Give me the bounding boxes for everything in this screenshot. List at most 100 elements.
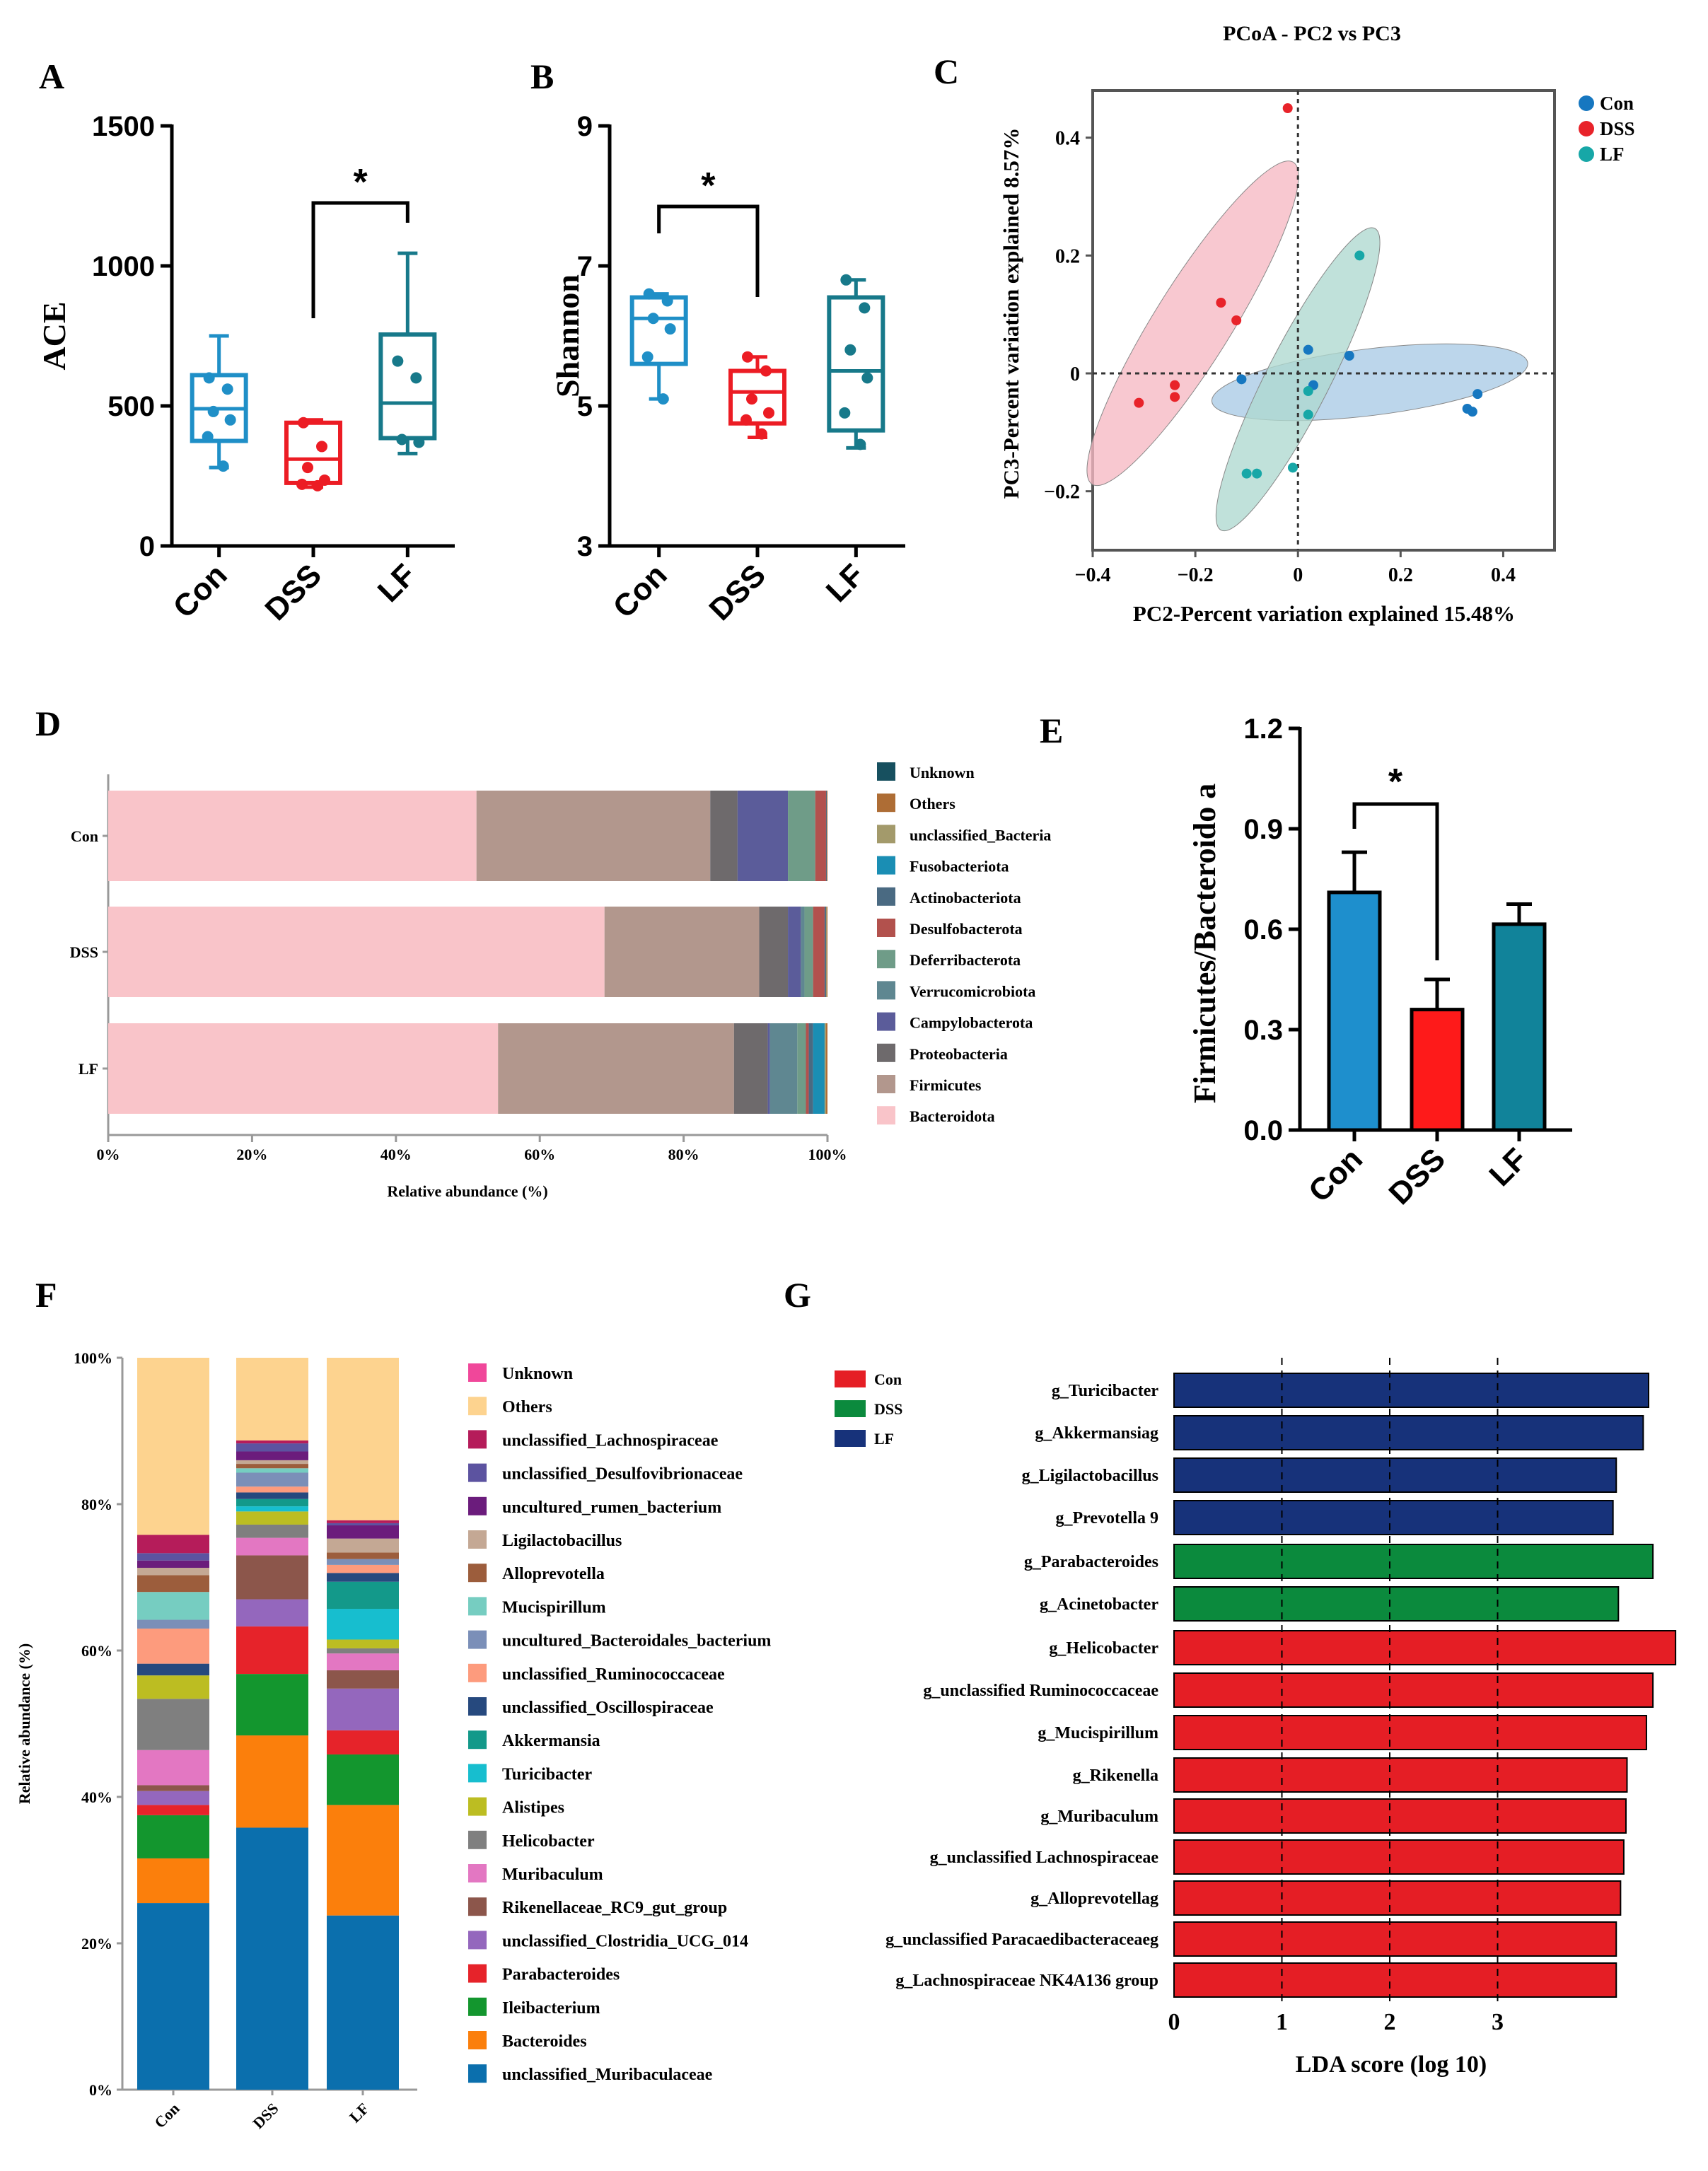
- legend-swatch-uncultured-bacteroidales-bacterium: [468, 1630, 487, 1649]
- legend-swatch-campylobacterota: [877, 1012, 895, 1031]
- segment-uncultured-bacteroidales-bacterium: [137, 1619, 209, 1629]
- x-tick-label: 2: [1384, 2009, 1396, 2035]
- lda-bar-g-rikenella: [1173, 1757, 1628, 1793]
- y-tick-label: 80%: [81, 1496, 112, 1513]
- lda-bar-g-prevotella-9: [1173, 1500, 1614, 1535]
- segment-actinobacteriota: [824, 907, 826, 997]
- legend-label-ligilactobacillus: Ligilactobacillus: [502, 1532, 622, 1550]
- legend-marker-dss: [1579, 121, 1594, 136]
- segment-firmicutes: [498, 1023, 734, 1114]
- legend-swatch-turicibacter: [468, 1764, 487, 1783]
- legend-label-others: Others: [502, 1398, 552, 1416]
- segment-unclassified-desulfovibrionaceae: [236, 1443, 308, 1452]
- legend-label-lf: LF: [1600, 144, 1625, 165]
- legend-swatch-unclassified-ruminococcaceae: [468, 1663, 487, 1682]
- legend-swatch-rikenellaceae-rc9-gut-group: [468, 1897, 487, 1916]
- lda-bar-label: g_Parabacteroides: [1024, 1553, 1158, 1571]
- x-tick-label: 0: [1293, 564, 1303, 586]
- segment-rikenellaceae-rc9-gut-group: [137, 1785, 209, 1791]
- segment-unclassified-oscillospiraceae: [137, 1663, 209, 1676]
- segment-verrucomicrobiota: [801, 907, 805, 997]
- legend-label-con: Con: [874, 1370, 902, 1388]
- segment-uncultured-rumen-bacterium: [327, 1525, 399, 1539]
- panel-f-genus-stacked-bar: 0% 20% 40% 60% 80% 100% Relative abundance (%)…: [16, 1349, 771, 2132]
- legend-label-alloprevotella: Alloprevotella: [502, 1565, 605, 1583]
- segment-mucispirillum: [236, 1468, 308, 1473]
- legend-swatch-parabacteroides: [468, 1964, 487, 1983]
- legend-label-others: Others: [910, 795, 955, 813]
- lda-bar-g-mucispirillum: [1173, 1715, 1647, 1750]
- y-tick-label: 500: [108, 391, 155, 422]
- legend-swatch-bacteroidota: [877, 1106, 895, 1125]
- legend-label-unknown: Unknown: [910, 764, 975, 781]
- legend-swatch-uncultured-rumen-bacterium: [468, 1496, 487, 1515]
- x-tick-label: 0.4: [1491, 564, 1516, 586]
- lda-bar-g-alloprevotellag: [1173, 1880, 1622, 1916]
- legend-label-bacteroides: Bacteroides: [502, 2032, 587, 2051]
- panel-c-pcoa-scatter: PCoA - PC2 vs PC3 −0.4 −0.2 0 0.2 0.4 −0.2 0 0.2…: [999, 22, 1635, 626]
- y-axis-label: PC3-Percent variation explained 8.57%: [999, 128, 1023, 499]
- y-tick-label: 0.4: [1055, 128, 1080, 150]
- y-tick-label: 0.2: [1055, 245, 1080, 267]
- lda-bar-label: g_unclassified Paracaedibacteraceaeg: [885, 1931, 1158, 1949]
- segment-unclassified-clostridia-ucg-014: [137, 1791, 209, 1805]
- legend-label-unclassified-lachnospiraceae: unclassified_Lachnospiraceae: [502, 1431, 719, 1450]
- data-point: [298, 417, 309, 429]
- legend-label-desulfobacterota: Desulfobacterota: [910, 920, 1023, 938]
- segment-unclassified-ruminococcaceae: [236, 1486, 308, 1493]
- legend-label-campylobacterota: Campylobacterota: [910, 1014, 1033, 1032]
- segment-actinobacteriota: [808, 1023, 813, 1114]
- category-label: LF: [79, 1060, 98, 1078]
- point-dss: [1282, 103, 1293, 113]
- data-point: [202, 431, 214, 443]
- y-tick-label: 5: [577, 391, 593, 422]
- point-dss: [1231, 315, 1242, 325]
- y-axis-label: Shannon: [550, 274, 586, 397]
- x-category-label: DSS: [1382, 1141, 1452, 1211]
- legend-label-fusobacteriota: Fusobacteriota: [910, 858, 1009, 875]
- point-con: [1236, 374, 1247, 385]
- segment-turicibacter: [236, 1506, 308, 1512]
- x-category-label: LF: [1482, 1141, 1534, 1193]
- legend-swatch-ileibacterium: [468, 1997, 487, 2016]
- segment-akkermansia: [327, 1581, 399, 1610]
- lda-bar-label: g_Acinetobacter: [1040, 1595, 1158, 1614]
- legend-label-mucispirillum: Mucispirillum: [502, 1598, 606, 1617]
- legend-swatch-mucispirillum: [468, 1597, 487, 1616]
- legend-label-lf: LF: [874, 1430, 894, 1448]
- significance-bracket: [657, 204, 760, 297]
- y-tick-label: −0.2: [1044, 482, 1080, 504]
- segment-others: [137, 1358, 209, 1535]
- bar-dss: [1410, 1008, 1465, 1132]
- y-tick-label: 0.9: [1243, 814, 1283, 845]
- panel-g-lefse-lda: Con DSS LF g_Turicibacter g_Akkermansiag g_Li…: [835, 1358, 1677, 2078]
- segment-alloprevotella: [137, 1575, 209, 1593]
- lda-bar-label: g_Turicibacter: [1052, 1382, 1158, 1400]
- segment-unclassified-muribaculaceae: [327, 1915, 399, 2090]
- segment-rikenellaceae-rc9-gut-group: [236, 1555, 308, 1600]
- segment-turicibacter: [327, 1609, 399, 1640]
- segment-fusobacteriota: [813, 1023, 825, 1114]
- point-con: [1344, 351, 1354, 361]
- y-tick-label: 40%: [81, 1788, 112, 1806]
- segment-firmicutes: [604, 907, 760, 997]
- segment-desulfobacterota: [815, 791, 826, 881]
- y-tick-label: 1.2: [1243, 714, 1283, 745]
- segment-ileibacterium: [137, 1815, 209, 1858]
- segment-bacteroidota: [108, 791, 477, 881]
- legend-swatch-bacteroides: [468, 2031, 487, 2049]
- legend-swatch-actinobacteriota: [877, 887, 895, 906]
- lda-bar-g-akkermansiag: [1173, 1415, 1644, 1450]
- legend-label-dss: DSS: [1600, 118, 1635, 139]
- legend-label-unclassified-ruminococcaceae: unclassified_Ruminococcaceae: [502, 1665, 725, 1684]
- segment-ligilactobacillus: [137, 1568, 209, 1576]
- point-dss: [1170, 392, 1180, 402]
- y-tick-label: 1000: [92, 251, 155, 282]
- data-point: [396, 433, 408, 446]
- point-lf: [1303, 386, 1313, 396]
- legend-label-con: Con: [1600, 93, 1634, 114]
- segment-firmicutes: [476, 791, 711, 881]
- x-axis-label: PC2-Percent variation explained 15.48%: [1133, 601, 1515, 626]
- segment-proteobacteria: [710, 791, 738, 881]
- x-tick-label: 100%: [808, 1146, 847, 1163]
